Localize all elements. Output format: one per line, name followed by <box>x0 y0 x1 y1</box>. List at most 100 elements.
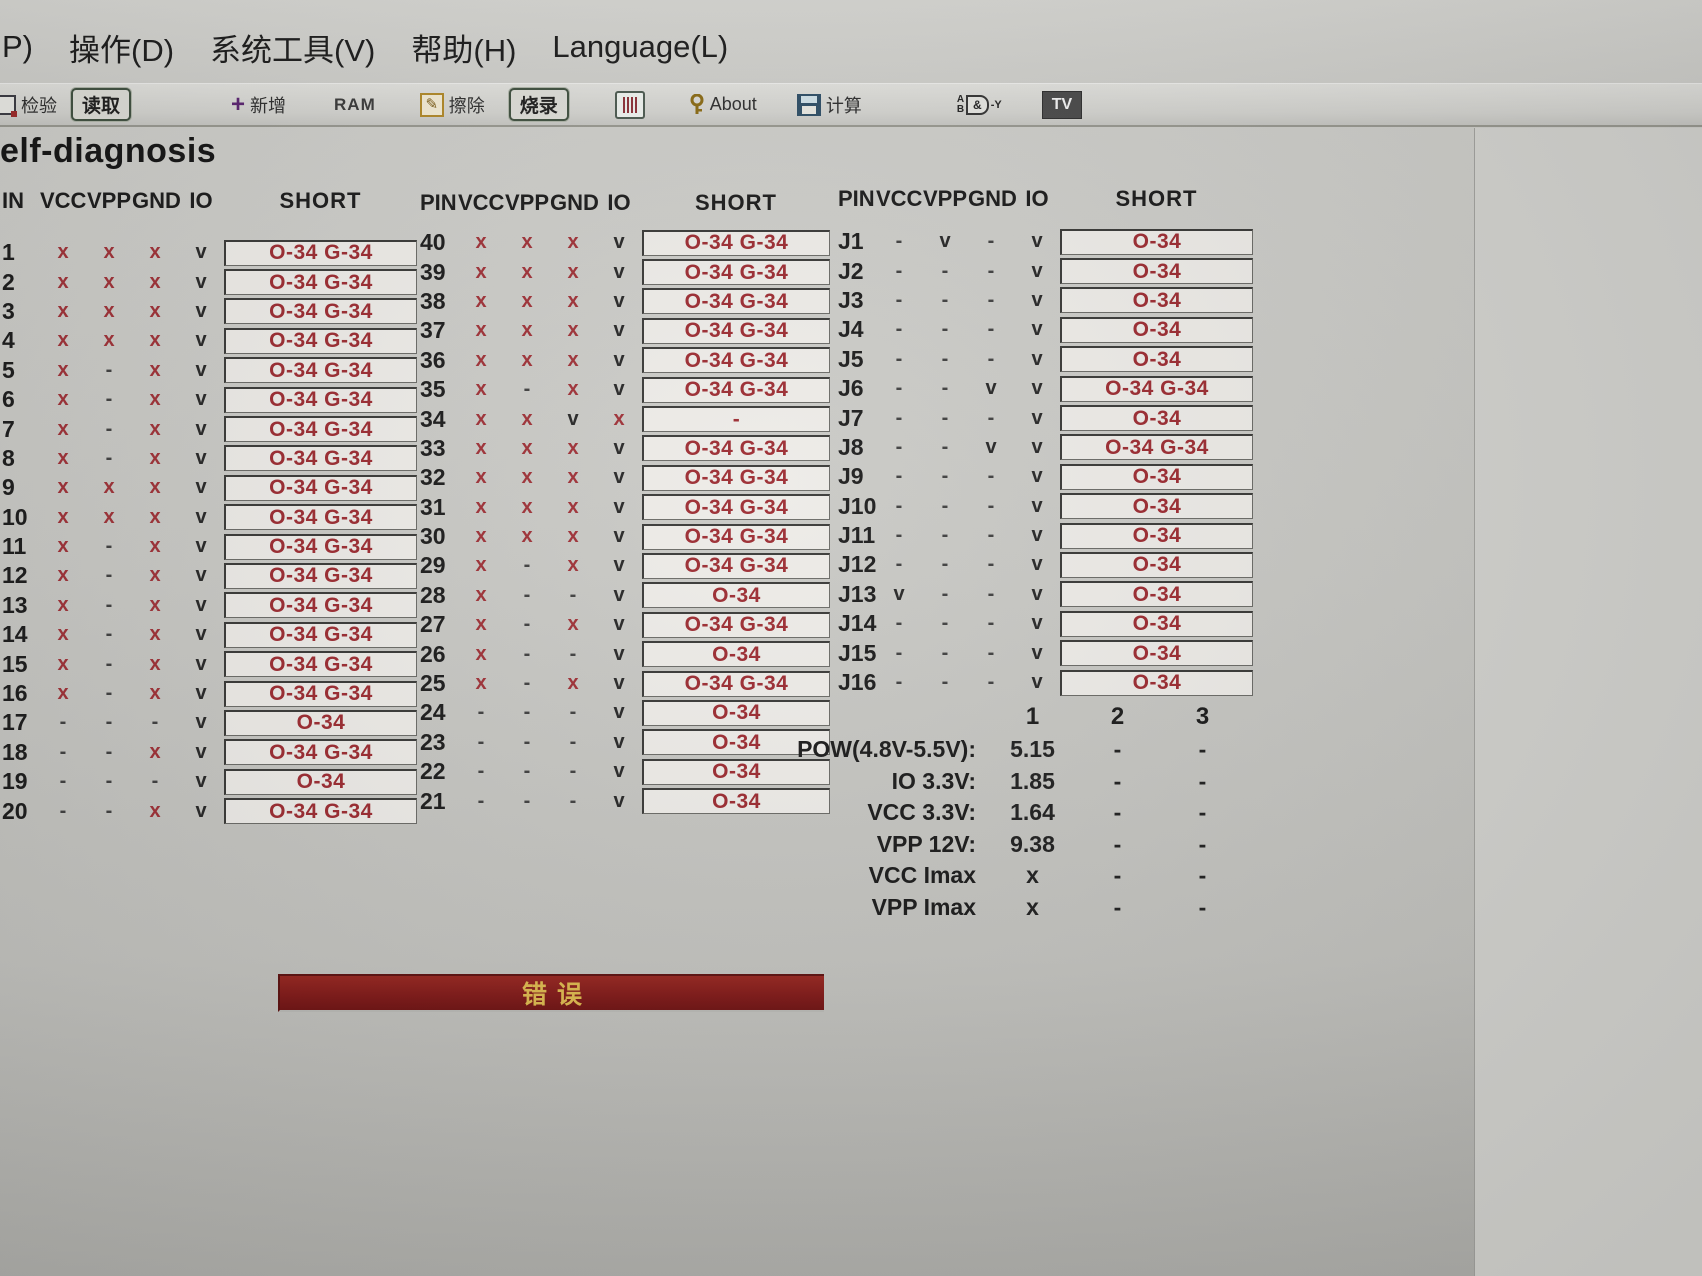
table-row: 10 x x x v O-34 G-34 <box>2 503 417 532</box>
menu-file[interactable]: P) <box>2 29 33 64</box>
group1-header: IN VCC VPP GND IO SHORT <box>2 186 417 216</box>
pin-label: J7 <box>838 404 864 431</box>
vcc-mark: - <box>895 553 903 576</box>
vpp-mark: x <box>521 495 533 518</box>
gnd-mark: - <box>987 582 995 605</box>
short-field[interactable]: O-34 G-34 <box>224 592 417 619</box>
short-field[interactable]: O-34 G-34 <box>224 416 417 443</box>
short-field[interactable]: O-34 <box>1060 316 1253 343</box>
short-field[interactable]: O-34 G-34 <box>224 298 417 325</box>
table-row: 21 - - - v O-34 <box>420 786 830 815</box>
vcc-mark: - <box>895 259 903 282</box>
about-tool[interactable]: About <box>689 93 757 116</box>
add-tool[interactable]: + 新增 <box>231 92 286 118</box>
short-field[interactable]: O-34 <box>1060 493 1253 520</box>
short-field[interactable]: O-34 <box>1060 228 1253 255</box>
short-field[interactable]: O-34 G-34 <box>224 651 417 678</box>
short-field[interactable]: O-34 <box>1060 522 1253 549</box>
short-field[interactable]: O-34 G-34 <box>224 798 417 825</box>
short-field[interactable]: O-34 G-34 <box>224 239 417 266</box>
short-field[interactable]: O-34 G-34 <box>642 347 830 374</box>
short-field[interactable]: O-34 G-34 <box>642 464 830 491</box>
short-value: O-34 <box>712 701 761 725</box>
short-field[interactable]: O-34 <box>1060 258 1253 285</box>
short-field[interactable]: O-34 G-34 <box>642 376 830 403</box>
verify-tool[interactable]: 检验 <box>0 92 57 118</box>
short-field[interactable]: O-34 <box>1060 346 1253 373</box>
socket-tool[interactable] <box>614 90 645 119</box>
power-section: 1 2 3 POW(4.8V-5.5V): 5.15 - - IO 3.3V: 1.85 -… <box>740 700 1250 923</box>
table-row: 4 x x x v O-34 G-34 <box>2 326 417 355</box>
short-field[interactable]: O-34 G-34 <box>224 621 417 648</box>
tv-button[interactable]: TV <box>1041 90 1083 119</box>
table-row: J6 - - v v O-34 G-34 <box>838 374 1253 403</box>
short-field[interactable]: O-34 <box>224 709 417 736</box>
vpp-mark: - <box>941 318 949 341</box>
short-field[interactable]: O-34 <box>642 758 830 785</box>
short-field[interactable]: O-34 <box>1060 551 1253 578</box>
io-mark: v <box>195 652 207 675</box>
short-field[interactable]: O-34 G-34 <box>642 670 830 697</box>
erase-tool[interactable]: ✎ 擦除 <box>419 92 485 118</box>
vpp-mark: - <box>105 623 113 646</box>
short-field[interactable]: O-34 G-34 <box>224 269 417 296</box>
short-field[interactable]: O-34 G-34 <box>642 435 830 462</box>
short-field[interactable]: O-34 G-34 <box>642 229 830 256</box>
menu-language[interactable]: Language(L) <box>552 29 729 64</box>
short-field[interactable]: O-34 G-34 <box>224 357 417 384</box>
short-field[interactable]: O-34 G-34 <box>642 552 830 579</box>
gnd-mark: x <box>149 535 161 558</box>
burn-button[interactable]: 烧录 <box>508 88 569 121</box>
short-field[interactable]: O-34 G-34 <box>1060 434 1253 461</box>
gnd-mark: x <box>567 525 579 548</box>
short-field[interactable]: O-34 G-34 <box>224 504 417 531</box>
pin-label: J16 <box>838 669 877 696</box>
table-row: 17 - - - v O-34 <box>2 708 417 737</box>
short-field[interactable]: O-34 G-34 <box>224 327 417 354</box>
power-row: POW(4.8V-5.5V): 5.15 - - <box>740 734 1250 766</box>
short-field[interactable]: O-34 G-34 <box>224 739 417 766</box>
short-field[interactable]: O-34 <box>1060 581 1253 608</box>
menu-operate[interactable]: 操作(D) <box>69 32 175 68</box>
short-field[interactable]: O-34 G-34 <box>642 523 830 550</box>
short-field[interactable]: O-34 <box>1060 463 1253 490</box>
pin-label: 7 <box>2 415 15 442</box>
short-field[interactable]: O-34 <box>224 768 417 795</box>
short-field[interactable]: O-34 G-34 <box>224 386 417 413</box>
short-field[interactable]: O-34 <box>642 699 830 726</box>
short-field[interactable]: O-34 <box>1060 669 1253 696</box>
header-io: IO <box>1025 186 1049 211</box>
power-value-col1: x <box>1026 862 1039 889</box>
short-field[interactable]: O-34 <box>642 641 830 668</box>
short-field[interactable]: O-34 <box>1060 610 1253 637</box>
short-value: O-34 <box>1132 553 1182 577</box>
short-field[interactable]: O-34 G-34 <box>642 259 830 286</box>
vcc-mark: v <box>893 582 905 605</box>
short-field[interactable]: O-34 G-34 <box>642 288 830 315</box>
menu-help[interactable]: 帮助(H) <box>411 32 517 68</box>
short-field[interactable]: O-34 G-34 <box>642 317 830 344</box>
short-field[interactable]: - <box>642 406 830 433</box>
short-field[interactable]: O-34 G-34 <box>224 680 417 707</box>
short-field[interactable]: O-34 <box>1060 287 1253 314</box>
io-mark: v <box>195 241 207 264</box>
short-field[interactable]: O-34 <box>642 729 830 756</box>
ram-tool[interactable]: RAM <box>334 95 376 115</box>
short-field[interactable]: O-34 <box>1060 640 1253 667</box>
short-field[interactable]: O-34 <box>642 788 830 815</box>
short-field[interactable]: O-34 G-34 <box>224 445 417 472</box>
short-field[interactable]: O-34 G-34 <box>642 494 830 521</box>
short-field[interactable]: O-34 G-34 <box>224 533 417 560</box>
short-field[interactable]: O-34 <box>642 582 830 609</box>
vpp-mark: - <box>523 613 531 636</box>
short-field[interactable]: O-34 G-34 <box>1060 375 1253 402</box>
short-field[interactable]: O-34 G-34 <box>224 562 417 589</box>
short-field[interactable]: O-34 G-34 <box>642 611 830 638</box>
calc-tool[interactable]: 计算 <box>796 92 862 118</box>
vcc-mark: x <box>475 672 487 695</box>
short-field[interactable]: O-34 G-34 <box>224 474 417 501</box>
short-field[interactable]: O-34 <box>1060 405 1253 432</box>
menu-systemtools[interactable]: 系统工具(V) <box>210 32 376 68</box>
read-button[interactable]: 读取 <box>71 88 132 121</box>
